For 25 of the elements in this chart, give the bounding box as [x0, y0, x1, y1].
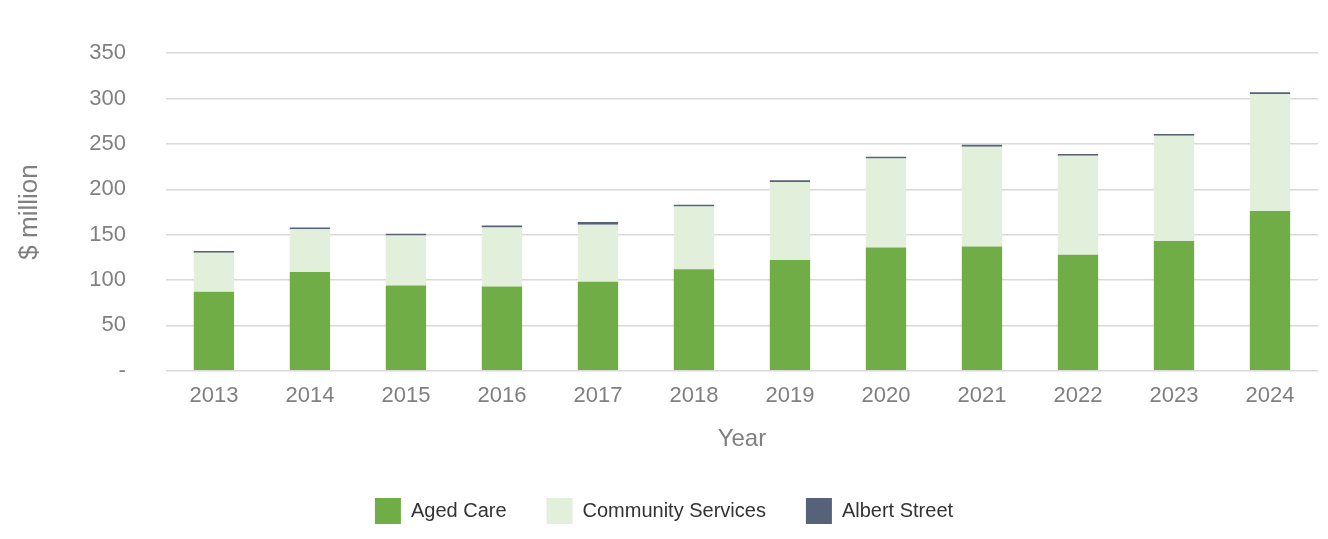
- y-tick-label: 150: [89, 220, 126, 246]
- x-tick-label: 2017: [573, 382, 623, 408]
- y-tick-label: 100: [89, 266, 126, 292]
- x-tick-label: 2024: [1245, 382, 1295, 408]
- x-tick-label: 2022: [1053, 382, 1103, 408]
- y-tick-label: 200: [89, 175, 126, 201]
- x-axis-title: Year: [717, 424, 767, 452]
- x-tick-label: 2013: [189, 382, 239, 408]
- x-tick-label: 2020: [861, 382, 911, 408]
- y-tick-label: 50: [101, 311, 126, 337]
- x-tick-label: 2021: [957, 382, 1007, 408]
- x-tick-label: 2018: [669, 382, 719, 408]
- legend-label: Aged Care: [410, 498, 507, 521]
- y-tick-label: 300: [89, 84, 126, 110]
- legend-label: Community Services: [582, 498, 766, 521]
- x-tick-label: 2016: [477, 382, 527, 408]
- y-axis-title: $ million: [12, 164, 43, 260]
- y-tick-label: 250: [89, 130, 126, 156]
- x-tick-label: 2014: [285, 382, 335, 408]
- x-tick-label: 2019: [765, 382, 815, 408]
- x-tick-label: 2023: [1149, 382, 1199, 408]
- y-tick-label: -: [118, 356, 126, 382]
- legend-label: Albert Street: [841, 498, 954, 521]
- x-tick-label: 2015: [381, 382, 431, 408]
- y-tick-label: 350: [89, 39, 126, 65]
